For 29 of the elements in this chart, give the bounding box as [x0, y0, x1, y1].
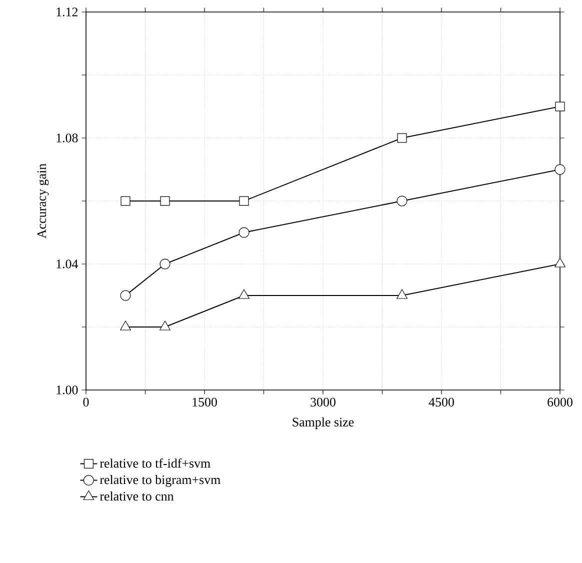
point	[397, 133, 407, 143]
legend-label: relative to bigram+svm	[100, 475, 220, 487]
point	[120, 290, 131, 301]
point	[239, 196, 249, 206]
point	[160, 258, 170, 270]
x-tick-label: 0	[83, 398, 89, 407]
point	[396, 196, 408, 206]
x-tick-label: 4500	[428, 398, 454, 407]
x-tick-label: 3000	[310, 398, 336, 407]
y-tick-label: 1.04	[56, 260, 78, 268]
y-axis-title: Accuracy gain	[37, 164, 49, 238]
point	[238, 227, 250, 238]
x-tick-label: 6000	[548, 398, 572, 407]
point	[555, 102, 565, 112]
point	[160, 196, 170, 206]
point	[160, 320, 170, 330]
point	[396, 289, 408, 299]
point	[120, 196, 130, 206]
y-tick-label: 1.00	[56, 386, 78, 394]
y-tick-label: 1.12	[56, 8, 78, 16]
point	[120, 320, 131, 330]
x-axis-title: Sample size	[292, 417, 354, 430]
x-tick-label: 1500	[192, 398, 217, 407]
legend-label: relative to tf-idf+svm	[100, 458, 210, 468]
point	[554, 164, 566, 175]
point	[238, 289, 250, 299]
legend-label: relative to cnn	[100, 492, 174, 501]
y-tick-label: 1.08	[56, 134, 78, 142]
point	[554, 258, 566, 268]
